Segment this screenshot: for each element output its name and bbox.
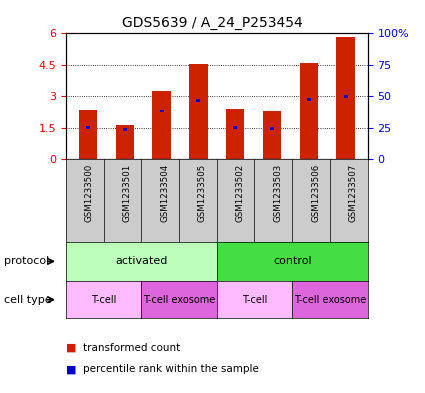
Text: protocol: protocol — [4, 256, 49, 266]
Bar — [196, 99, 200, 102]
Text: T-cell: T-cell — [242, 295, 267, 305]
Text: ■: ■ — [66, 364, 76, 375]
Text: GSM1233504: GSM1233504 — [160, 163, 169, 222]
Text: GDS5639 / A_24_P253454: GDS5639 / A_24_P253454 — [122, 16, 303, 30]
Text: ■: ■ — [66, 343, 76, 353]
Bar — [336, 37, 355, 159]
Text: T-cell: T-cell — [91, 295, 116, 305]
Bar — [343, 95, 348, 97]
Text: control: control — [273, 256, 312, 266]
Text: GSM1233507: GSM1233507 — [349, 163, 358, 222]
Bar — [270, 127, 274, 130]
Text: cell type: cell type — [4, 295, 52, 305]
Bar — [159, 110, 164, 112]
Bar — [116, 125, 134, 159]
Bar — [86, 127, 90, 129]
Text: T-cell exosome: T-cell exosome — [143, 295, 215, 305]
Bar — [226, 109, 244, 159]
Text: GSM1233503: GSM1233503 — [273, 163, 282, 222]
Text: T-cell exosome: T-cell exosome — [294, 295, 366, 305]
Bar — [189, 64, 207, 159]
Bar — [300, 63, 318, 159]
Text: GSM1233506: GSM1233506 — [311, 163, 320, 222]
Text: GSM1233505: GSM1233505 — [198, 163, 207, 222]
Text: percentile rank within the sample: percentile rank within the sample — [83, 364, 259, 375]
Bar — [152, 91, 171, 159]
Text: GSM1233500: GSM1233500 — [85, 163, 94, 222]
Bar — [79, 110, 97, 159]
Bar — [123, 129, 127, 131]
Text: GSM1233501: GSM1233501 — [122, 163, 131, 222]
Bar — [307, 98, 311, 101]
Text: activated: activated — [115, 256, 167, 266]
Bar — [263, 111, 281, 159]
Text: GSM1233502: GSM1233502 — [235, 163, 245, 222]
Bar — [233, 127, 237, 129]
Text: transformed count: transformed count — [83, 343, 180, 353]
